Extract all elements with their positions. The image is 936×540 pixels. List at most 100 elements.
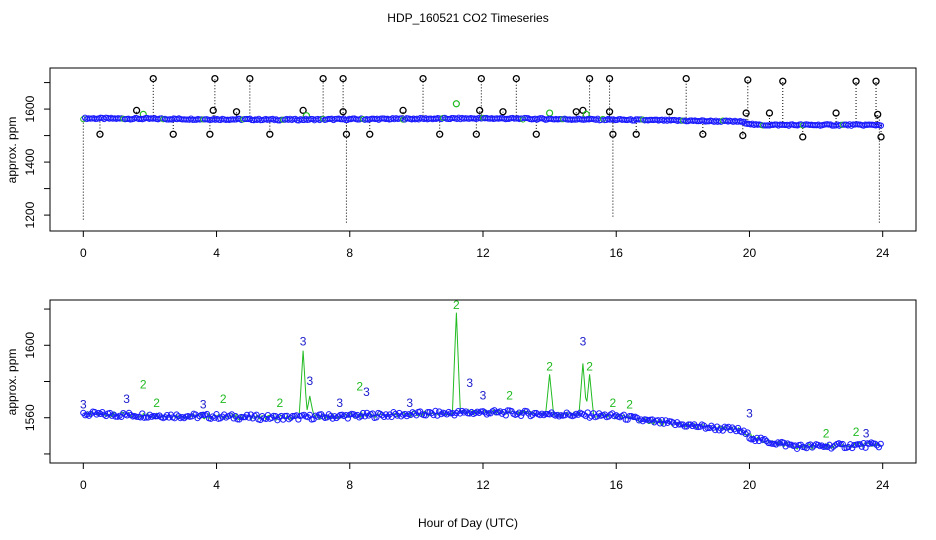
- data-point: [807, 441, 814, 448]
- x-tick-label: 12: [476, 246, 490, 260]
- data-point: [786, 441, 793, 448]
- spike-point: [585, 74, 594, 83]
- spike-point: [665, 108, 674, 116]
- data-point: [712, 426, 719, 434]
- data-point: [413, 412, 420, 419]
- spike-point: [512, 74, 520, 83]
- data-point: [403, 413, 410, 420]
- data-point: [750, 435, 757, 443]
- spike-point: [532, 130, 540, 138]
- marker-label: 2: [356, 380, 363, 394]
- marker-label: 3: [746, 407, 753, 421]
- x-tick-label: 8: [346, 478, 353, 492]
- data-point: [519, 409, 527, 416]
- marker-label: 3: [863, 427, 870, 441]
- marker-label: 2: [153, 396, 160, 410]
- data-point: [588, 413, 595, 420]
- top-plot-frame: [49, 67, 917, 232]
- spike-point: [699, 130, 707, 138]
- data-point: [715, 427, 723, 434]
- data-point: [281, 412, 289, 420]
- data-point: [761, 436, 768, 443]
- anomaly-point: [452, 100, 460, 108]
- data-point: [146, 411, 154, 418]
- x-tick-label: 16: [610, 478, 624, 492]
- marker-label: 2: [546, 360, 553, 374]
- data-point: [582, 413, 589, 420]
- data-point: [738, 429, 745, 436]
- data-point: [531, 409, 538, 417]
- data-point: [500, 408, 508, 416]
- x-tick-label: 0: [80, 478, 87, 492]
- y-tick-label: 1600: [23, 332, 37, 359]
- spike-point: [211, 74, 219, 83]
- data-point: [729, 424, 736, 431]
- data-point: [731, 426, 738, 433]
- spike-point: [476, 106, 484, 115]
- top-panel: approx. ppm 0 4 8 12 16 20 24 1200 1400 1600: [5, 67, 917, 260]
- data-point: [563, 409, 570, 416]
- data-point: [333, 414, 340, 422]
- spike-point: [206, 130, 214, 138]
- spike-point: [632, 130, 640, 138]
- spike-point: [169, 130, 177, 138]
- data-point: [453, 409, 460, 417]
- x-tick-label: 20: [743, 246, 757, 260]
- spike-point: [765, 109, 774, 117]
- spike-point: [605, 74, 614, 83]
- marker-label: 2: [853, 425, 860, 439]
- bottom-plot-frame: [49, 299, 917, 464]
- spike-point: [874, 110, 882, 119]
- data-point: [725, 423, 732, 431]
- spike-point: [877, 133, 885, 141]
- spike-point: [96, 130, 104, 138]
- x-tick-label: 4: [213, 246, 220, 260]
- spike-point: [605, 108, 614, 116]
- data-point: [390, 409, 397, 416]
- spike-point: [232, 108, 241, 116]
- data-point: [468, 408, 475, 416]
- x-tick-label: 8: [346, 246, 353, 260]
- spike-point: [609, 130, 617, 138]
- data-point: [753, 434, 761, 441]
- data-point: [97, 410, 104, 417]
- marker-label: 2: [586, 360, 593, 374]
- marker-label: 3: [406, 396, 413, 410]
- marker-label: 2: [140, 378, 147, 392]
- spike-point: [319, 74, 327, 83]
- data-point: [379, 412, 386, 419]
- data-point: [280, 416, 287, 423]
- data-point: [498, 410, 506, 417]
- data-point: [660, 420, 667, 427]
- data-point: [392, 410, 399, 418]
- data-point: [342, 411, 350, 419]
- x-tick-label: 4: [213, 478, 220, 492]
- data-point: [516, 409, 523, 416]
- top-y-axis-label: approx. ppm: [5, 117, 19, 184]
- data-point: [755, 437, 763, 445]
- marker-label: 2: [276, 396, 283, 410]
- x-tick-label: 16: [610, 246, 624, 260]
- x-tick-label: 24: [876, 246, 890, 260]
- spike-point: [779, 77, 787, 85]
- spike-point: [419, 74, 427, 83]
- x-tick-label: 20: [743, 478, 757, 492]
- spike-point: [682, 74, 690, 83]
- data-point: [350, 411, 357, 418]
- data-point: [295, 416, 302, 423]
- marker-label: 3: [363, 385, 370, 399]
- data-point: [175, 413, 182, 420]
- data-point: [809, 444, 816, 451]
- data-point: [331, 413, 338, 420]
- data-point: [546, 411, 553, 418]
- data-point: [637, 416, 645, 423]
- anomaly-point: [546, 109, 554, 117]
- marker-label: 2: [823, 427, 830, 441]
- data-point: [664, 419, 671, 426]
- spike-point: [799, 133, 807, 141]
- data-point: [476, 409, 483, 417]
- data-point: [396, 409, 403, 417]
- spike-point: [472, 130, 480, 138]
